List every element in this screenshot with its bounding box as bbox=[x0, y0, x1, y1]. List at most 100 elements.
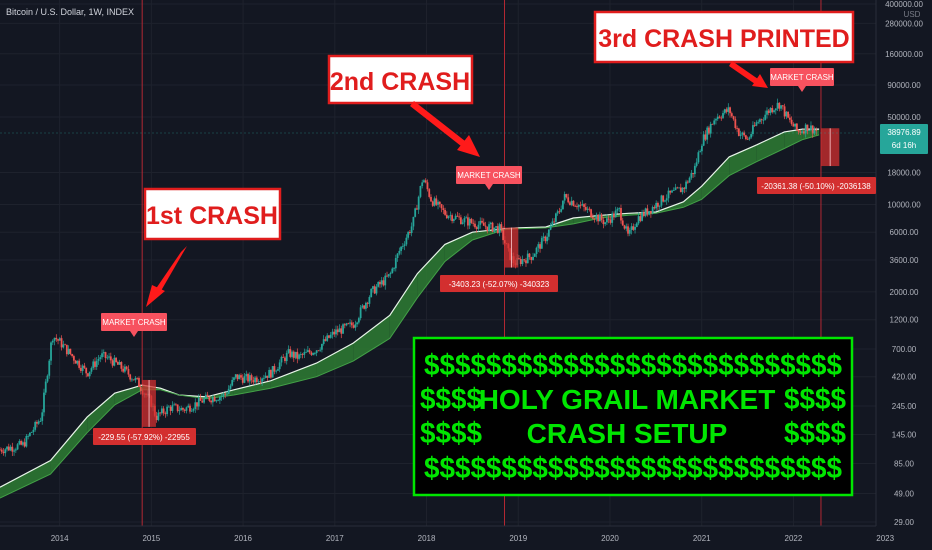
candle-body bbox=[542, 236, 545, 238]
candle-body bbox=[796, 123, 798, 131]
candle-body bbox=[83, 365, 86, 368]
candle-body bbox=[590, 209, 592, 218]
candle-body bbox=[270, 370, 272, 378]
candle-body bbox=[340, 328, 343, 334]
candle-body bbox=[461, 222, 464, 225]
candle-body bbox=[259, 381, 262, 383]
candle-body bbox=[240, 375, 242, 378]
candle-body bbox=[2, 451, 5, 454]
y-tick-label: 700.00 bbox=[892, 345, 917, 354]
y-tick-label: 18000.00 bbox=[887, 169, 921, 178]
candle-body bbox=[21, 442, 24, 445]
candle-body bbox=[127, 368, 130, 375]
candle-body bbox=[556, 211, 559, 214]
candle-body bbox=[567, 197, 570, 203]
candle-body bbox=[7, 446, 10, 451]
candle-body bbox=[32, 429, 35, 433]
candle-body bbox=[549, 225, 552, 230]
candle-body bbox=[328, 335, 330, 338]
candle-body bbox=[672, 190, 675, 191]
candle-body bbox=[64, 344, 66, 346]
candle-body bbox=[317, 350, 320, 352]
candle-body bbox=[187, 405, 190, 408]
candle-body bbox=[67, 348, 70, 355]
candle-body bbox=[771, 107, 774, 113]
candle-body bbox=[335, 329, 337, 335]
candle-body bbox=[521, 259, 524, 265]
candle-body bbox=[440, 204, 443, 209]
symbol-title[interactable]: Bitcoin / U.S. Dollar, 1W, INDEX bbox=[6, 7, 134, 17]
first-crash-callout[interactable]: 1st CRASH bbox=[143, 187, 282, 241]
candle-body bbox=[389, 273, 392, 275]
candle-body bbox=[600, 214, 603, 221]
candle-body bbox=[13, 450, 15, 452]
price-axis[interactable]: USD 400000.00 280000.00 160000.00 90000.00 5… bbox=[875, 0, 932, 527]
measurement-boxes[interactable] bbox=[142, 128, 840, 427]
third-crash-callout[interactable]: 3rd CRASH PRINTED bbox=[593, 10, 855, 64]
candle-body bbox=[287, 349, 290, 353]
y-tick-label: 50000.00 bbox=[887, 113, 921, 122]
second-crash-callout[interactable]: 2nd CRASH bbox=[327, 54, 474, 105]
market-crash-label-3[interactable]: MARKET CRASH bbox=[770, 68, 834, 92]
candle-body bbox=[474, 223, 476, 228]
candle-body bbox=[342, 324, 344, 334]
candle-body bbox=[211, 397, 214, 403]
candle-body bbox=[417, 196, 420, 210]
dollar-row-top: $$$$$$$$$$$$$$$$$$$$$$$$$$$ bbox=[424, 349, 842, 382]
candle-body bbox=[129, 374, 132, 380]
market-crash-label-1[interactable]: MARKET CRASH bbox=[101, 313, 167, 337]
candle-body bbox=[581, 204, 584, 206]
candle-body bbox=[20, 441, 23, 445]
candle-body bbox=[519, 258, 522, 265]
candle-body bbox=[546, 236, 548, 242]
candle-body bbox=[217, 400, 220, 402]
candle-body bbox=[81, 365, 84, 371]
candle-body bbox=[349, 322, 351, 324]
candle-body bbox=[637, 216, 640, 224]
time-axis[interactable]: 2014 2015 2016 2017 2018 2019 2020 2021 2022 2023 bbox=[0, 525, 932, 550]
candle-body bbox=[319, 349, 322, 351]
market-crash-label-2[interactable]: MARKET CRASH bbox=[456, 166, 522, 190]
setup-line-1: HOLY GRAIL MARKET bbox=[479, 384, 776, 415]
ma-band-segment bbox=[233, 380, 271, 396]
candle-body bbox=[692, 173, 695, 175]
candle-body bbox=[268, 370, 271, 378]
candle-body bbox=[479, 220, 482, 225]
candle-body bbox=[774, 108, 777, 111]
candle-body bbox=[183, 409, 186, 411]
candle-body bbox=[386, 275, 388, 277]
measurement-label-3[interactable]: -20361.38 (-50.10%) -2036138 bbox=[757, 177, 876, 194]
x-tick-label: 2014 bbox=[51, 534, 69, 543]
candle-body bbox=[558, 211, 561, 213]
candle-body bbox=[44, 381, 47, 393]
candle-body bbox=[815, 129, 818, 131]
candle-body bbox=[598, 214, 601, 222]
y-tick-label: 90000.00 bbox=[887, 81, 921, 90]
candle-body bbox=[111, 360, 114, 366]
holy-grail-setup-box[interactable]: $$$$$$$$$$$$$$$$$$$$$$$$$$$ $$$$ HOLY GR… bbox=[412, 336, 854, 497]
candle-body bbox=[315, 350, 318, 354]
ma-band-segment bbox=[729, 144, 757, 176]
candle-body bbox=[644, 208, 647, 216]
y-tick-label: 6000.00 bbox=[890, 228, 919, 237]
candle-body bbox=[266, 375, 269, 378]
measurement-label-2[interactable]: -3403.23 (-52.07%) -340323 bbox=[440, 275, 558, 292]
candle-body bbox=[741, 132, 744, 135]
candle-body bbox=[273, 366, 276, 372]
candle-body bbox=[736, 128, 738, 129]
candle-body bbox=[757, 121, 760, 123]
ma-band-segment bbox=[701, 156, 730, 200]
x-tick-label: 2022 bbox=[785, 534, 803, 543]
candle-body bbox=[445, 214, 448, 219]
candle-body bbox=[447, 216, 450, 219]
candle-body bbox=[176, 404, 179, 412]
candle-body bbox=[651, 207, 654, 214]
candle-body bbox=[280, 356, 283, 363]
candle-body bbox=[379, 281, 381, 285]
candle-body bbox=[430, 196, 432, 202]
measurement-label-1[interactable]: -229.55 (-57.92%) -22955 bbox=[93, 428, 196, 445]
candle-body bbox=[570, 200, 573, 206]
candle-body bbox=[262, 377, 265, 379]
candle-body bbox=[122, 368, 125, 372]
